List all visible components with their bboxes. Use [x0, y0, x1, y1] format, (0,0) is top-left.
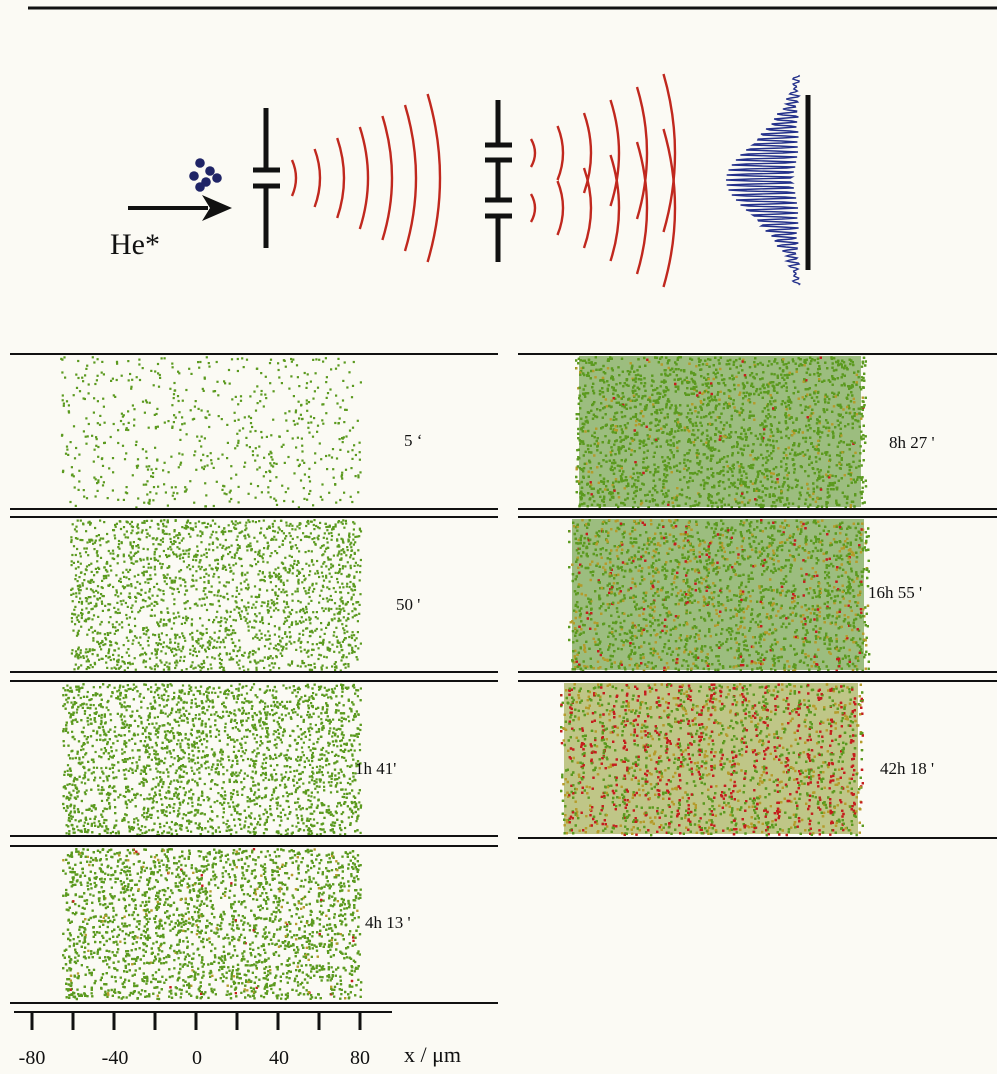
tick-label: -80 [19, 1048, 46, 1068]
time-label: 4h 13 ' [365, 914, 411, 931]
helium-atoms-icon [189, 158, 222, 192]
x-axis [14, 1012, 392, 1030]
double-slit [485, 100, 512, 262]
detection-panel [62, 683, 362, 836]
wavefronts-double [531, 74, 675, 287]
time-label: 8h 27 ' [889, 434, 935, 451]
tick-label: -40 [102, 1048, 129, 1068]
detection-panels [10, 354, 997, 1003]
time-label: 1h 41' [355, 760, 396, 777]
time-label: 50 ' [396, 596, 420, 613]
tick-label: 40 [269, 1048, 289, 1068]
interference-pattern-curve [726, 75, 800, 285]
tick-label: 0 [192, 1048, 202, 1068]
time-label: 42h 18 ' [880, 760, 934, 777]
detection-panel [560, 683, 864, 836]
detection-panel [60, 356, 362, 508]
x-axis-title: x / μm [404, 1044, 461, 1066]
source-label: He* [110, 230, 160, 260]
detection-panel [70, 519, 362, 672]
detection-panel [62, 848, 362, 1000]
detection-panel [575, 356, 867, 509]
tick-label: 80 [350, 1048, 370, 1068]
detection-panel [568, 519, 870, 672]
single-slit [253, 108, 280, 248]
beam-arrow-icon [128, 195, 232, 221]
time-label: 16h 55 ' [868, 584, 922, 601]
wavefronts-single [292, 94, 440, 262]
time-label: 5 ‘ [404, 432, 422, 449]
